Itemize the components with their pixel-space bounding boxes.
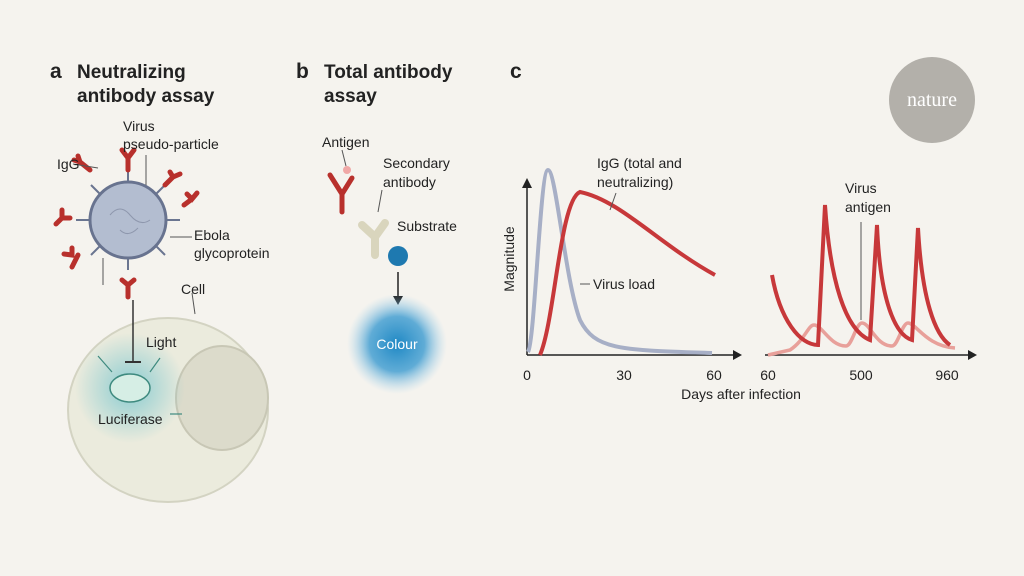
- panel-letter: b: [296, 60, 309, 83]
- label: antibody: [383, 174, 436, 190]
- annotation: Virus: [845, 180, 877, 196]
- assay-illustration: [327, 166, 447, 394]
- panel-title: antibody assay: [77, 86, 215, 107]
- brand: nature: [907, 89, 957, 111]
- x-tick-label: 0: [523, 367, 531, 383]
- label: glycoprotein: [194, 245, 270, 261]
- cell-illustration: [67, 300, 269, 503]
- panel-letter: a: [50, 60, 62, 83]
- label: IgG: [57, 156, 80, 172]
- annotation: IgG (total and: [597, 155, 682, 171]
- virus-load-curve: [526, 167, 713, 355]
- label: Virus: [123, 118, 155, 134]
- label: Colour: [376, 336, 418, 352]
- annotation: antigen: [845, 199, 891, 215]
- panel-title: Total antibody: [324, 62, 453, 83]
- antigen-curve: [767, 321, 956, 357]
- panel-title: Neutralizing: [77, 62, 186, 83]
- x-tick-label: 60: [760, 367, 776, 383]
- x-tick-label: 960: [935, 367, 959, 383]
- panel-title: assay: [324, 86, 377, 107]
- label: Substrate: [397, 218, 457, 234]
- x-axis-label: Days after infection: [681, 386, 801, 402]
- annotation: Virus load: [593, 276, 655, 292]
- label: Luciferase: [98, 411, 163, 427]
- label: Light: [146, 334, 176, 350]
- x-tick-label: 30: [616, 367, 632, 383]
- label: Cell: [181, 281, 205, 297]
- panel-letter: c: [510, 60, 522, 83]
- igg-curve: [538, 189, 716, 356]
- virus-illustration: [53, 147, 200, 300]
- label: Antigen: [322, 134, 369, 150]
- annotation: neutralizing): [597, 174, 673, 190]
- igg-curve: [770, 204, 952, 348]
- axes: [522, 178, 977, 360]
- label: pseudo-particle: [123, 136, 219, 152]
- brand-badge: [889, 57, 975, 143]
- x-tick-label: 500: [849, 367, 873, 383]
- y-axis-label: Magnitude: [501, 226, 517, 292]
- label: Secondary: [383, 155, 450, 171]
- label: Ebola: [194, 227, 230, 243]
- x-tick-label: 60: [706, 367, 722, 383]
